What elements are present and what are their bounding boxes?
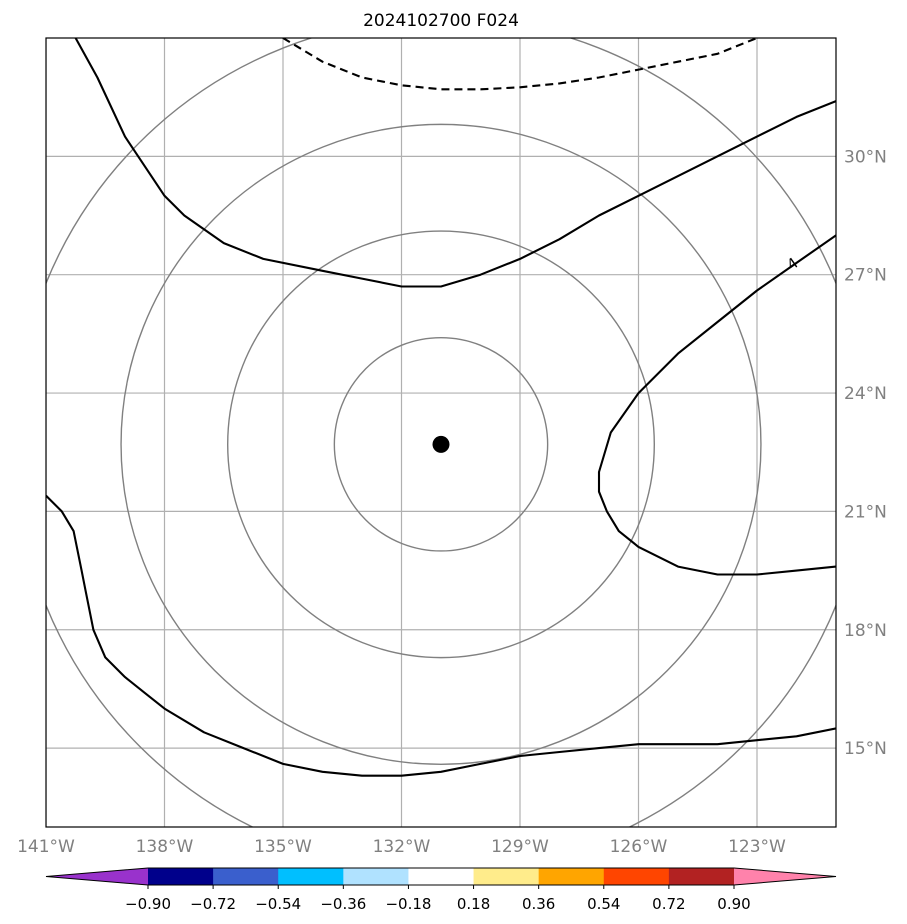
colorbar-swatch xyxy=(213,868,279,885)
x-tick-label: 129°W xyxy=(491,837,549,857)
range-ring xyxy=(120,123,762,765)
colorbar-swatch xyxy=(603,868,670,885)
colorbar-extend-max xyxy=(734,868,836,885)
x-tick-label: 132°W xyxy=(373,837,431,857)
gridlines xyxy=(46,38,836,827)
storm-center-layer xyxy=(432,435,450,453)
colorbar-tick-label: −0.54 xyxy=(255,895,301,913)
range-ring xyxy=(333,336,549,552)
colorbar-tick-label: 0.36 xyxy=(522,895,555,913)
colorbar-swatch xyxy=(668,868,735,885)
storm-center-marker xyxy=(432,435,450,453)
x-axis-ticks: 141°W 138°W 135°W 132°W 129°W 126°W 123°W xyxy=(17,837,786,857)
y-tick-label: 21°N xyxy=(844,502,887,522)
colorbar-tick-label: −0.72 xyxy=(190,895,236,913)
y-tick-label: 18°N xyxy=(844,621,887,641)
colorbar-tick-label: −0.18 xyxy=(385,895,431,913)
colorbar-swatch xyxy=(538,868,605,885)
chart-title: 2024102700 F024 xyxy=(363,11,519,31)
colorbar-swatch xyxy=(473,868,540,885)
x-tick-label: 141°W xyxy=(17,837,75,857)
colorbar-tick-label: 0.18 xyxy=(457,895,490,913)
y-tick-label: 30°N xyxy=(844,147,887,167)
contour-line xyxy=(46,494,836,777)
contour-line xyxy=(74,38,836,288)
colorbar-tick-label: −0.36 xyxy=(320,895,366,913)
colorbar-tick-label: −0.90 xyxy=(125,895,171,913)
colorbar-swatch xyxy=(408,868,475,885)
x-tick-label: 126°W xyxy=(610,837,668,857)
y-tick-label: 27°N xyxy=(844,266,887,286)
contour-line xyxy=(597,234,836,576)
colorbar-tick-label: 0.90 xyxy=(717,895,750,913)
y-tick-label: 15°N xyxy=(844,739,887,759)
x-tick-label: 135°W xyxy=(254,837,312,857)
range-rings xyxy=(46,38,836,827)
range-ring xyxy=(226,230,656,659)
colorbar-swatch xyxy=(148,868,214,885)
y-tick-label: 24°N xyxy=(844,384,887,404)
x-tick-label: 123°W xyxy=(728,837,786,857)
colorbar-swatch xyxy=(278,868,344,885)
colorbar: −0.90 −0.72 −0.54 −0.36 −0.18 0.18 0.36 0.54 0.7… xyxy=(45,867,837,913)
x-tick-label: 138°W xyxy=(136,837,194,857)
plot-background xyxy=(46,38,836,827)
colorbar-tick-label: 0.72 xyxy=(652,895,685,913)
colorbar-swatch xyxy=(343,868,409,885)
dashed-contour-line xyxy=(282,38,758,91)
colorbar-tick-label: 0.54 xyxy=(587,895,620,913)
plot-frame xyxy=(45,37,837,828)
colorbar-extend-min xyxy=(46,868,148,885)
y-axis-ticks: 15°N 18°N 21°N 24°N 27°N 30°N xyxy=(844,147,887,759)
